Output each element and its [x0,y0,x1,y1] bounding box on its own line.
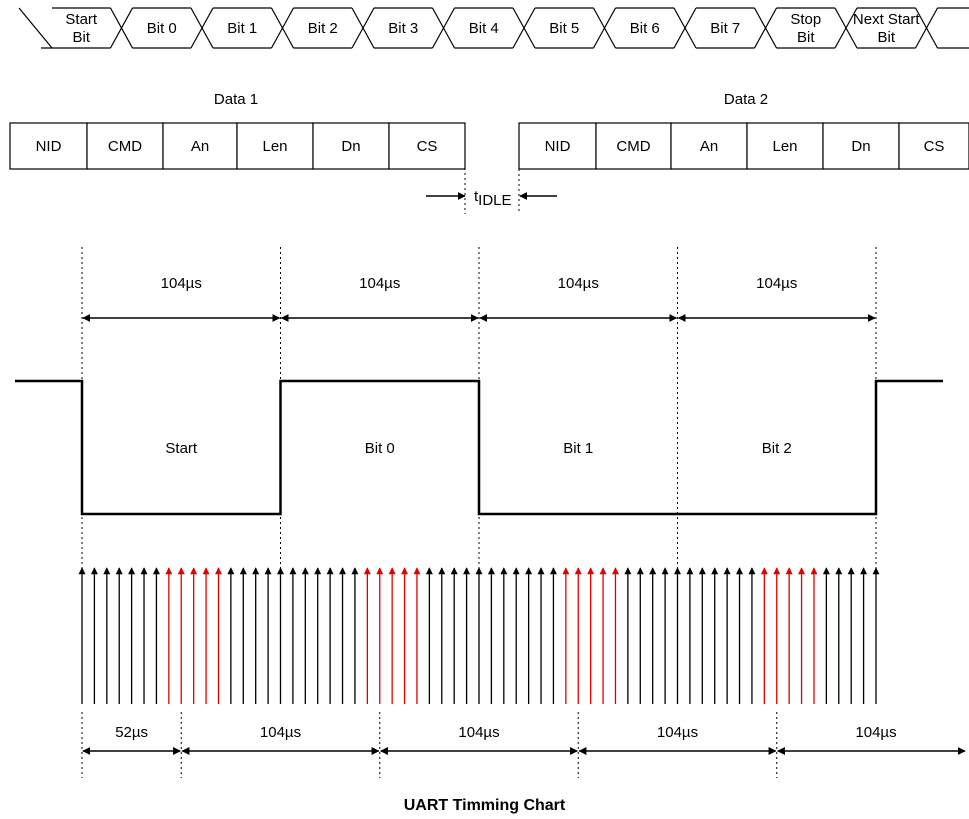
frame-crossing [351,7,375,49]
frame-bit-label: Bit 2 [308,20,338,37]
packet-field-label: CMD [108,138,142,155]
frame-crossing [753,7,778,49]
packet-label: Data 2 [724,91,768,108]
sample-interval-label: 104µs [260,724,301,741]
frame-crossing [270,7,295,49]
sample-interval-label: 104µs [657,724,698,741]
frame-bit-label: Bit 1 [227,20,257,37]
frame-bit-label: Bit 3 [388,20,418,37]
frame-bit-label: Bit [877,29,895,46]
waveform-signal [15,379,943,516]
packet-field-label: NID [545,138,571,155]
frame-crossing [834,7,858,49]
frame-bit-label: Bit 4 [469,20,499,37]
sample-interval-label: 52µs [115,724,148,741]
packet-field-cell [9,122,88,170]
waveform-bit-label: Bit 2 [762,440,792,457]
packet-field-cell [670,122,748,170]
frame-bit-label: Next Start [853,11,921,28]
packet-field-label: NID [36,138,62,155]
frame-crossing [431,7,456,49]
packet-field-cell [312,122,390,170]
frame-crossing [109,7,134,49]
packet-field-cell [822,122,900,170]
bit-period-label: 104µs [756,275,797,292]
packet-field-label: Dn [341,138,360,155]
frame-crossing [190,7,214,49]
frame-bit-label: Stop [790,11,821,28]
packet-field-label: CS [417,138,438,155]
waveform-bit-label: Bit 0 [365,440,395,457]
idle-gap-label: tIDLE [474,188,512,209]
packet-field-label: An [191,138,209,155]
packet-field-label: Dn [851,138,870,155]
idle-gap-annotation: tIDLE [426,188,557,209]
bit-period-dimensions: 104µs 104µs 104µs 104µs [82,275,876,322]
bit-period-label: 104µs [359,275,400,292]
packet-field-cell [388,122,466,170]
bit-period-label: 104µs [558,275,599,292]
sample-interval-label: 104µs [458,724,499,741]
uart-waveform: Start Bit 0 Bit 1 Bit 2 [15,379,943,516]
packet-field-label: Len [772,138,797,155]
frame-crossing [592,7,617,49]
waveform-bit-label: Bit 1 [563,440,593,457]
packet-field-cell [236,122,314,170]
packet-field-label: An [700,138,718,155]
frame-bit-label: Bit 7 [710,20,740,37]
frame-bit-label: Bit 6 [630,20,660,37]
frame-crossing [914,7,939,49]
waveform-bit-label: Start [165,440,198,457]
sample-interval-label: 104µs [855,724,896,741]
packet-field-cell [86,122,164,170]
packet-field-cell [898,122,969,170]
packet-field-label: CMD [616,138,650,155]
diagram-title: UART Timming Chart [404,797,566,814]
idle-gap-label-sub: IDLE [478,192,511,209]
packet-tables: Data 1 NID CMD An Len Dn CS Data 2 NID CMD An Len Dn… [9,91,969,214]
frame-crossing [673,7,697,49]
frame-bit-label: Bit [72,29,90,46]
bit-period-label: 104µs [161,275,202,292]
frame-bit-label: Bit 0 [147,20,177,37]
idle-gap-label-main: t [474,188,479,205]
sampling-ticks [78,567,880,704]
packet-field-label: Len [262,138,287,155]
packet-field-cell [746,122,824,170]
packet-label: Data 1 [214,91,258,108]
packet-field-label: CS [924,138,945,155]
frame-bit-label: Bit 5 [549,20,579,37]
frame-bit-label: Start [65,11,98,28]
sample-interval-dimensions: 52µs 104µs 104µs 104µs 104µs [81,712,966,778]
frame-bit-label: Bit [797,29,815,46]
frame-crossing [512,7,536,49]
frame-start-edge [18,7,53,49]
